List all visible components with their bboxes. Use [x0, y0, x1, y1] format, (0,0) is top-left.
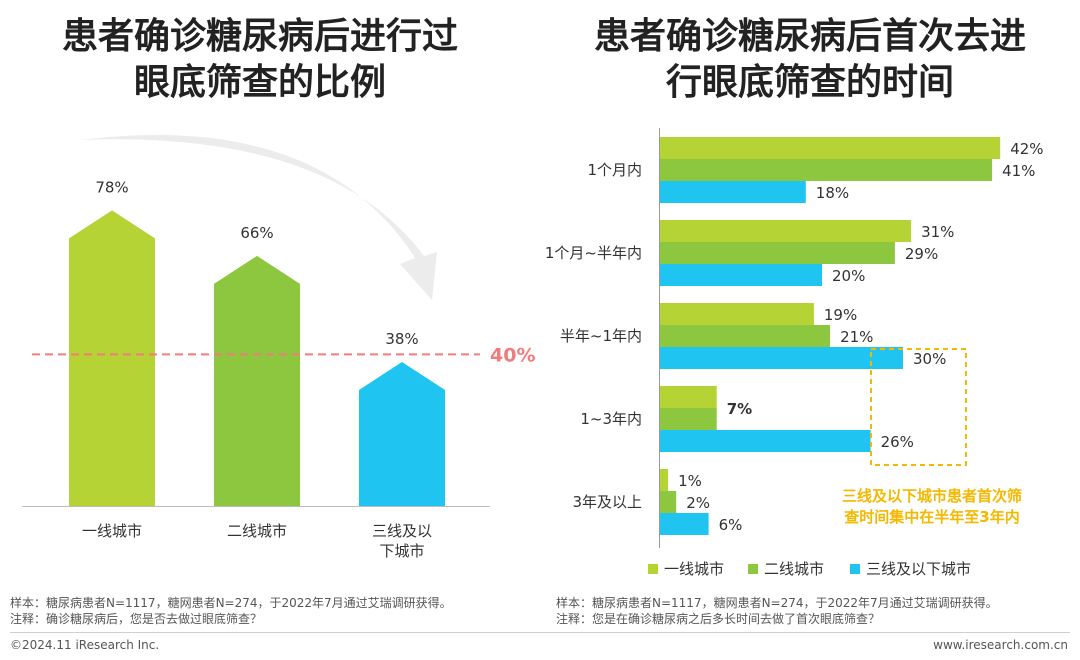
footer-divider: [10, 632, 1070, 633]
bar-value-label: 38%: [385, 330, 418, 348]
bar-value-label: 7%: [727, 400, 752, 418]
category-label: 半年~1年内: [560, 327, 642, 345]
bar-value-label: 30%: [913, 350, 946, 368]
callout-text: 三线及以下城市患者首次筛 查时间集中在半年至3年内: [812, 486, 1052, 528]
legend-swatch: [748, 563, 758, 574]
bar-tier2-combined: [660, 408, 717, 430]
right-title-line: 行眼底筛查的时间: [665, 62, 954, 103]
legend-label: 一线城市: [664, 560, 725, 578]
category-label: 一线城市: [82, 522, 142, 540]
bar-tier3: [660, 181, 806, 203]
bar-value-label: 1%: [678, 472, 702, 490]
right-title-line: 患者确诊糖尿病后首次去进: [593, 16, 1026, 57]
bar-value-label: 41%: [1002, 162, 1035, 180]
legend-item-tier1: 一线城市: [648, 558, 724, 579]
left-question-note: 注释：确诊糖尿病后，您是否去做过眼底筛查？: [10, 612, 263, 626]
category-label: 三线及以: [372, 522, 432, 540]
category-label: 3年及以上: [572, 493, 642, 511]
bar-tier2: [660, 159, 993, 181]
bar-tier1: [660, 303, 814, 325]
highlight-box: [870, 348, 967, 466]
bar-value-label: 21%: [840, 328, 873, 346]
category-label: 二线城市: [227, 522, 287, 540]
callout-line: 三线及以下城市患者首次筛: [841, 487, 1022, 505]
bar-value-label: 18%: [816, 184, 849, 202]
category-label: 1个月~半年内: [545, 244, 642, 262]
callout-line: 查时间集中在半年至3年内: [844, 508, 1020, 526]
left-title-line: 眼底筛查的比例: [133, 62, 386, 103]
left-sample-note: 样本：糖尿病患者N=1117，糖网患者N=274，于2022年7月通过艾瑞调研获…: [10, 596, 452, 610]
legend-label: 二线城市: [764, 560, 825, 578]
legend-item-tier3: 三线及以下城市: [850, 558, 971, 579]
right-chart-title: 患者确诊糖尿病后首次去进 行眼底筛查的时间: [560, 14, 1060, 106]
bar-tier2: [660, 325, 831, 347]
bar-value-label: 2%: [686, 494, 710, 512]
bar-tier2: [660, 491, 677, 513]
bar-3: [359, 361, 445, 506]
footer-copyright: ©2024.11 iResearch Inc.: [10, 638, 160, 652]
category-label: 1个月内: [587, 161, 642, 179]
right-question-note: 注释：您是在确诊糖尿病之后多长时间去做了首次眼底筛查？: [556, 612, 881, 626]
category-label: 1~3年内: [580, 410, 642, 428]
bar-tier1: [660, 469, 669, 491]
bar-value-label: 29%: [905, 245, 938, 263]
bar-1: [69, 210, 155, 506]
bar-value-label: 20%: [832, 267, 865, 285]
bar-tier3: [660, 430, 871, 452]
bar-value-label: 42%: [1010, 140, 1043, 158]
legend-swatch: [850, 563, 860, 574]
right-sample-note: 样本：糖尿病患者N=1117，糖网患者N=274，于2022年7月通过艾瑞调研获…: [556, 596, 998, 610]
bar-2: [214, 255, 300, 506]
category-label: 下城市: [379, 542, 424, 560]
legend-label: 三线及以下城市: [866, 560, 972, 578]
bar-value-label: 6%: [719, 516, 743, 534]
footer-website: www.iresearch.com.cn: [933, 638, 1068, 652]
bar-tier3: [660, 513, 709, 535]
bar-tier3: [660, 264, 822, 286]
left-chart-title: 患者确诊糖尿病后进行过 眼底筛查的比例: [20, 14, 500, 106]
left-title-line: 患者确诊糖尿病后进行过: [61, 16, 458, 57]
bar-value-label: 19%: [824, 306, 857, 324]
bar-value-label: 78%: [95, 178, 128, 196]
bar-tier1: [660, 220, 912, 242]
bar-value-label: 66%: [240, 224, 273, 242]
bar-tier2: [660, 242, 895, 264]
bar-tier1: [660, 137, 1001, 159]
bar-tier3: [660, 347, 903, 369]
legend-swatch: [648, 563, 658, 574]
bar-value-label: 26%: [881, 433, 914, 451]
bar-tier1-combined: [660, 386, 717, 408]
legend-item-tier2: 二线城市: [748, 558, 824, 579]
threshold-label: 40%: [490, 344, 535, 366]
bar-value-label: 31%: [921, 223, 954, 241]
